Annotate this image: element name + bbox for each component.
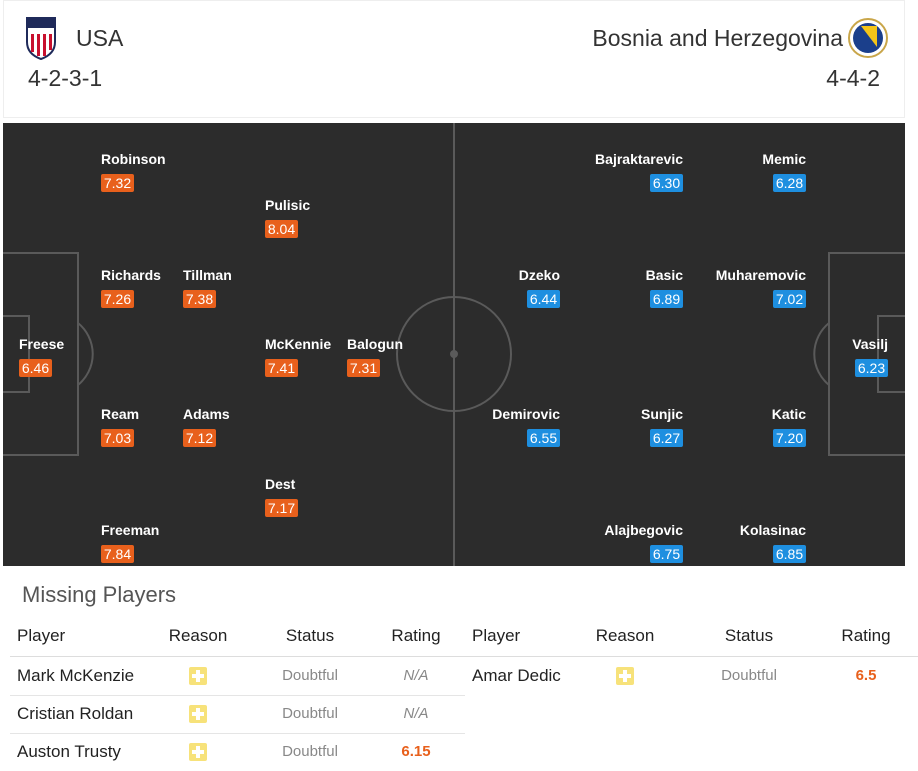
pitch: Robinson 7.32 Pulisic 8.04 Richards 7.26 Tillm…: [3, 123, 905, 566]
rating: 6.15: [401, 743, 431, 760]
player-name: Katic: [771, 406, 806, 422]
player-name: Mark McKenzie: [17, 666, 135, 685]
player-rating: 6.28: [773, 174, 806, 192]
injury-icon: [189, 705, 207, 723]
status: Doubtful: [282, 743, 338, 760]
player-rating: 6.46: [19, 359, 52, 377]
column-header: Status: [285, 626, 335, 645]
rating: N/A: [403, 667, 429, 684]
away-formation: 4-4-2: [826, 65, 880, 91]
header-divider: [10, 656, 465, 657]
player-name: Demirovic: [492, 406, 560, 422]
player-rating: 6.27: [650, 429, 683, 447]
player-name: Robinson: [101, 151, 166, 167]
player-name: Alajbegovic: [604, 522, 683, 538]
row-divider: [10, 733, 465, 734]
bosnia-logo: [848, 18, 888, 58]
player-name: Balogun: [347, 336, 403, 352]
player-rating: 6.85: [773, 545, 806, 563]
player-rating: 6.44: [527, 290, 560, 308]
player-name: Basic: [645, 267, 683, 283]
row-divider: [10, 695, 465, 696]
rating: N/A: [403, 705, 429, 722]
player-rating: 6.55: [527, 429, 560, 447]
player-rating: 7.02: [773, 290, 806, 308]
missing-title: Missing Players: [22, 582, 177, 607]
away-team-name: Bosnia and Herzegovina: [592, 25, 843, 51]
player-name: Richards: [101, 267, 161, 283]
home-team-name: USA: [76, 25, 124, 51]
usa-logo: [26, 17, 56, 60]
header-divider: [465, 656, 918, 657]
player-name: Memic: [762, 151, 806, 167]
player-name: Dzeko: [518, 267, 560, 283]
player-name: McKennie: [265, 336, 332, 352]
player-rating: 6.75: [650, 545, 683, 563]
player-name: Kolasinac: [739, 522, 806, 538]
pitch-lines: [3, 123, 905, 566]
column-header: Rating: [841, 626, 891, 645]
player-name: Bajraktarevic: [595, 151, 683, 167]
status: Doubtful: [721, 667, 777, 684]
player-name: Auston Trusty: [17, 742, 121, 761]
rating: 6.5: [855, 667, 877, 684]
player-name: Tillman: [183, 267, 232, 283]
player-name: Muharemovic: [715, 267, 806, 283]
player-name: Cristian Roldan: [17, 704, 134, 723]
match-header: USA 4-2-3-1 Bosnia and Herzegovina 4-4-2: [3, 0, 905, 118]
player-name: Amar Dedic: [472, 666, 561, 685]
status: Doubtful: [282, 705, 338, 722]
player-name: Freese: [19, 336, 65, 352]
player-rating: 6.89: [650, 290, 683, 308]
player-name: Vasilj: [852, 336, 888, 352]
column-header: Rating: [391, 626, 441, 645]
player-rating: 8.04: [265, 220, 298, 238]
player-name: Freeman: [101, 522, 160, 538]
status: Doubtful: [282, 667, 338, 684]
player-name: Sunjic: [640, 406, 683, 422]
column-header: Player: [17, 626, 66, 645]
player-rating: 7.03: [101, 429, 134, 447]
player-name: Adams: [183, 406, 230, 422]
home-formation: 4-2-3-1: [28, 65, 103, 91]
column-header: Reason: [595, 626, 655, 645]
column-header: Player: [472, 626, 521, 645]
player-rating: 7.12: [183, 429, 216, 447]
column-header: Status: [724, 626, 774, 645]
column-header: Reason: [168, 626, 228, 645]
player-name: Dest: [265, 476, 296, 492]
player-rating: 7.38: [183, 290, 216, 308]
player-name: Pulisic: [265, 197, 311, 213]
player-rating: 6.30: [650, 174, 683, 192]
player-rating: 6.23: [855, 359, 888, 377]
injury-icon: [616, 667, 634, 685]
injury-icon: [189, 667, 207, 685]
player-rating: 7.84: [101, 545, 134, 563]
player-rating: 7.17: [265, 499, 298, 517]
player-rating: 7.26: [101, 290, 134, 308]
injury-icon: [189, 743, 207, 761]
player-rating: 7.41: [265, 359, 298, 377]
player-name: Ream: [101, 406, 140, 422]
player-rating: 7.31: [347, 359, 380, 377]
player-rating: 7.32: [101, 174, 134, 192]
player-rating: 7.20: [773, 429, 806, 447]
